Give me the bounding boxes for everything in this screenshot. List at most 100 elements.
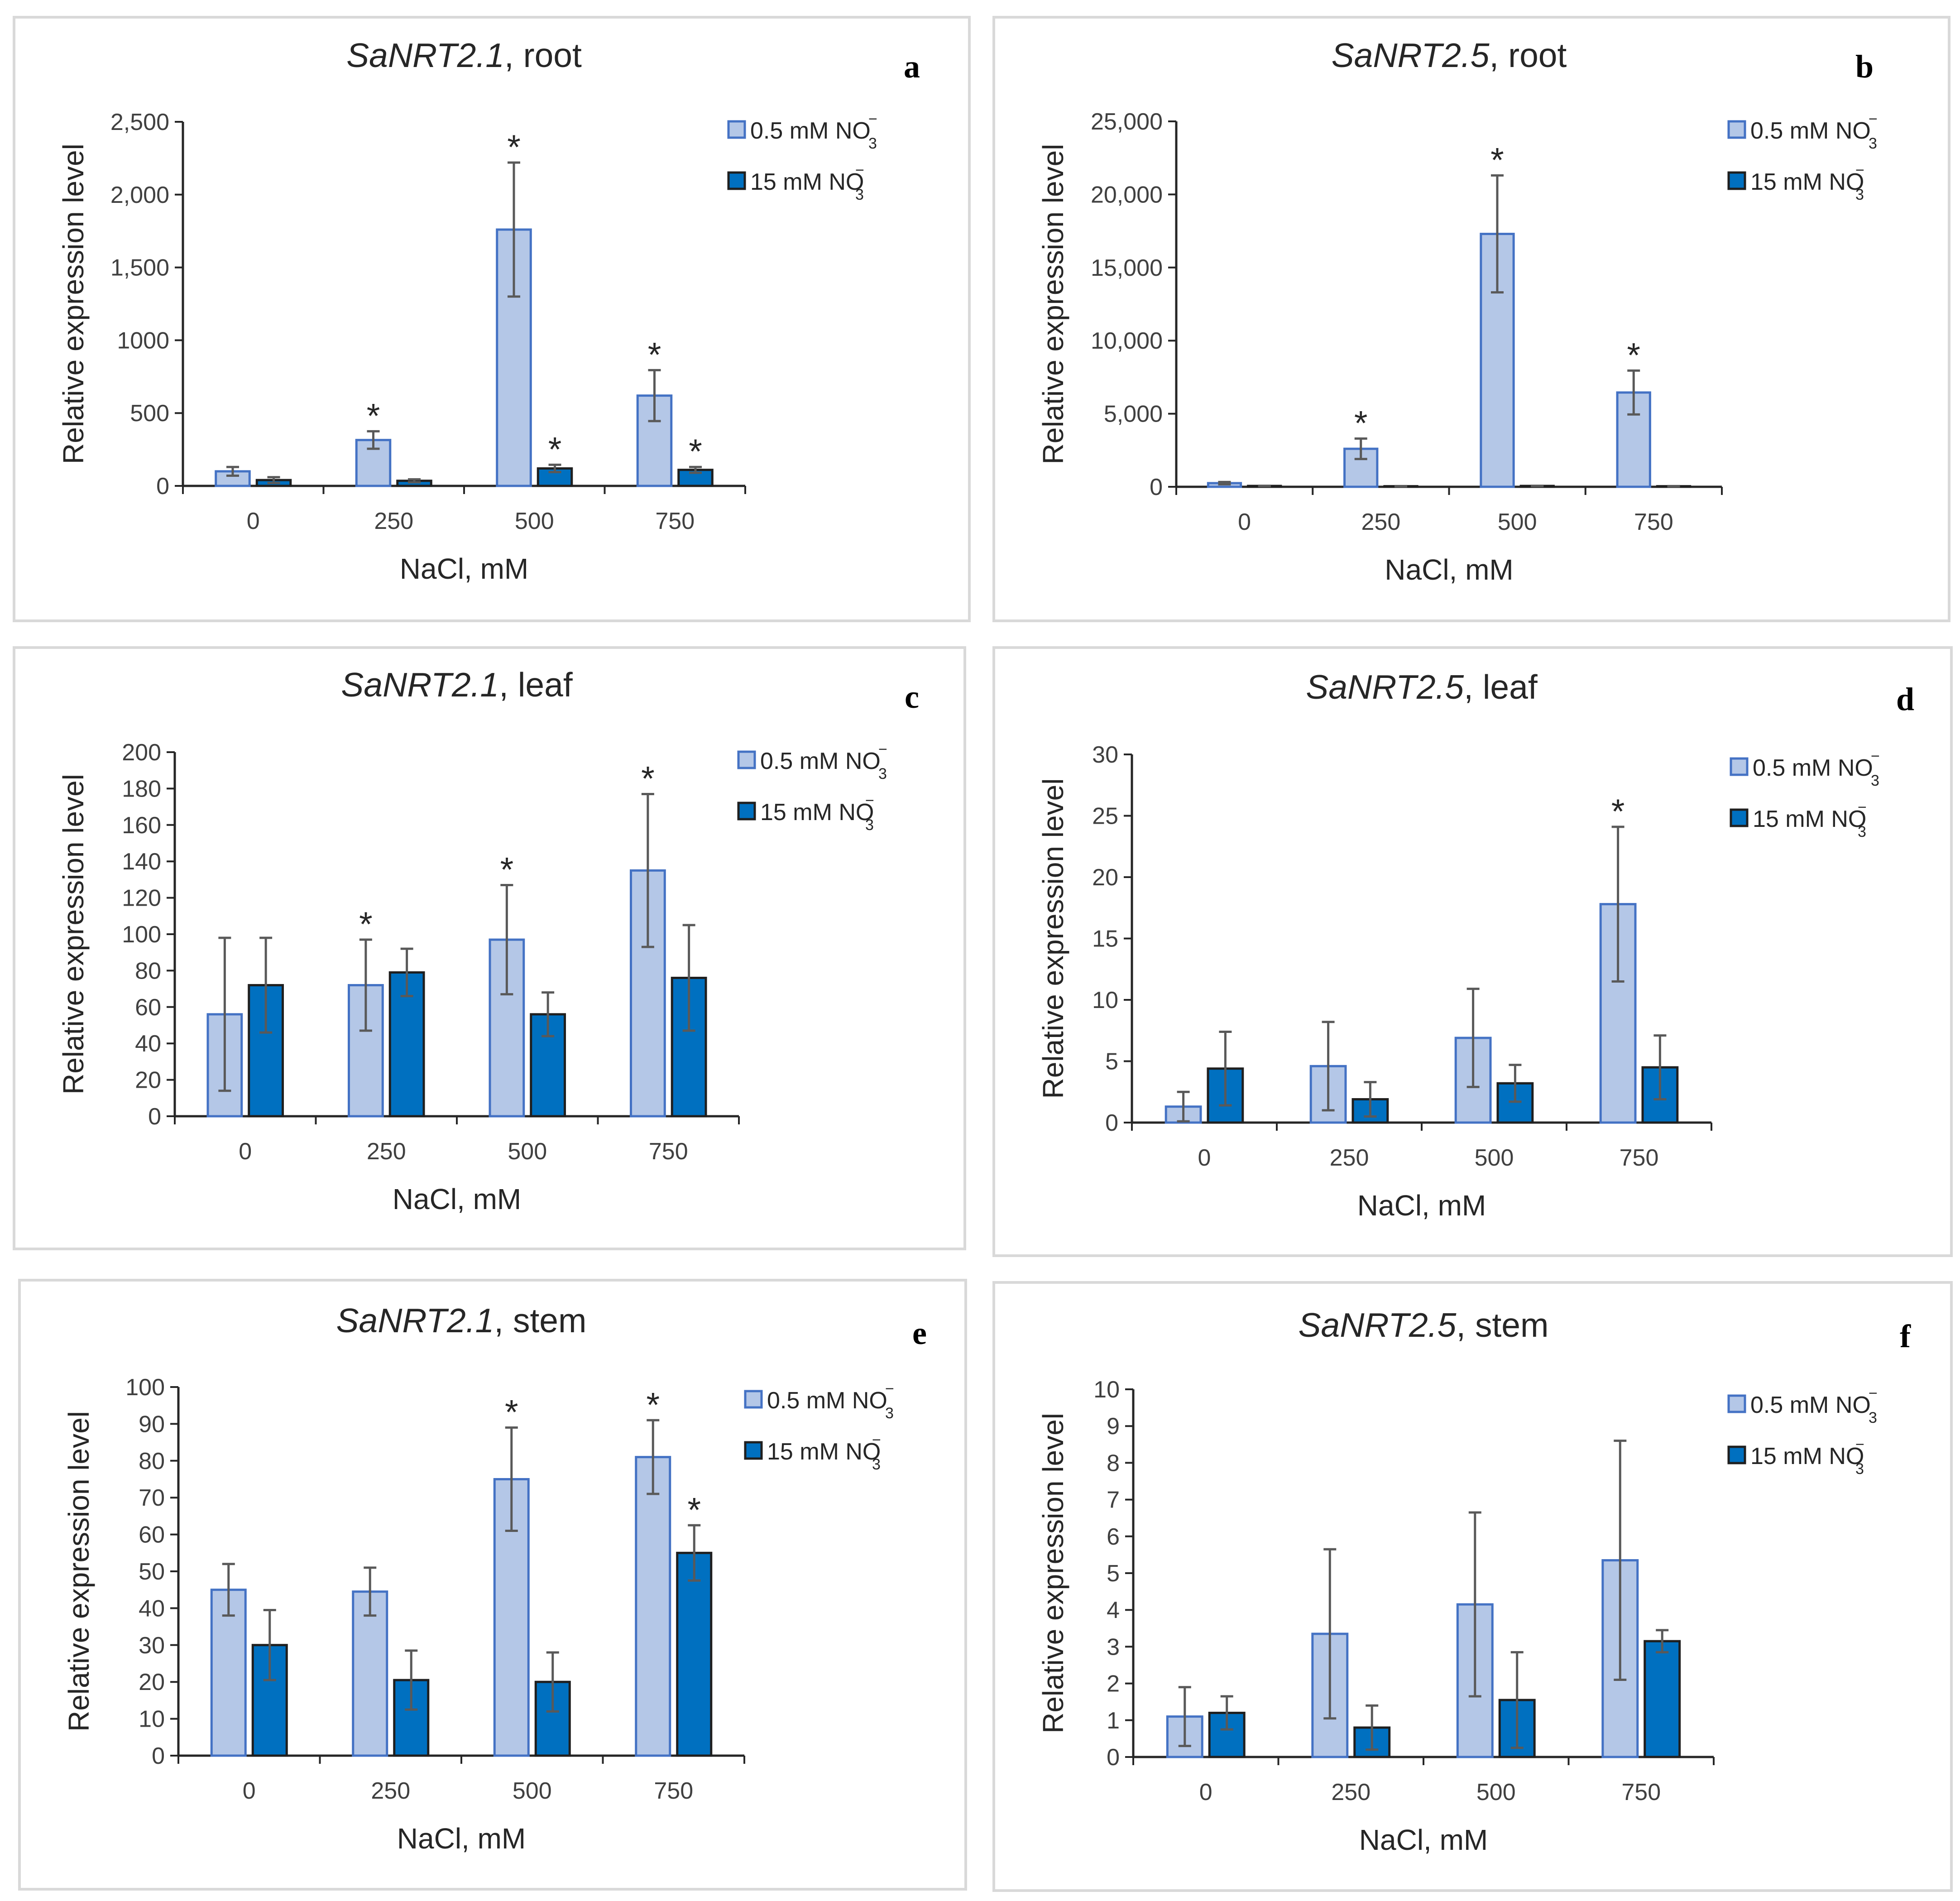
legend-swatch-high-nitrate (744, 1441, 763, 1460)
legend-swatch-low-nitrate (744, 1390, 763, 1409)
legend-label-superscript: − (885, 1380, 894, 1397)
legend-label-superscript: − (872, 1431, 881, 1449)
y-tick-label: 20 (135, 1067, 161, 1094)
legend-label-superscript: − (1871, 748, 1880, 765)
chart-b-svg: SaNRT2.5, root b 0 5,000 10,000 15,000 20,000 2… (1037, 36, 1878, 586)
significance-star: * (359, 905, 373, 944)
legend-label-subscript: 3 (1855, 186, 1864, 203)
legend-label-superscript: − (1858, 799, 1867, 816)
y-tick-label: 0 (1150, 474, 1163, 500)
y-tick-label: 4 (1107, 1597, 1120, 1623)
legend-swatch-low-nitrate (1727, 1394, 1746, 1413)
x-axis-label: NaCl, mM (400, 552, 528, 585)
legend-swatch-high-nitrate (737, 802, 756, 821)
legend-label: 0.5 mM NO (1750, 1392, 1871, 1418)
significance-star: * (1627, 336, 1640, 374)
significance-star: * (1354, 404, 1368, 442)
chart-panel-e: SaNRT2.1, stem e 0 10 20 30 40 50 60 70 80 90 100 Rel… (18, 1279, 967, 1891)
chart-title-gene: SaNRT2.1 (346, 36, 504, 74)
legend-label-subscript: 3 (885, 1405, 894, 1422)
legend-label-superscript: − (1855, 162, 1864, 179)
chart-title-tissue: , leaf (499, 666, 573, 704)
x-axis-label: NaCl, mM (1357, 1189, 1486, 1222)
legend-label-main: 15 mM NO (760, 799, 874, 826)
legend-label-superscript: − (1869, 110, 1878, 128)
y-tick-label: 140 (122, 849, 161, 875)
y-tick-label: 40 (139, 1595, 165, 1622)
legend-label-subscript: 3 (1869, 1409, 1877, 1426)
legend-swatch-low-nitrate (727, 120, 746, 139)
legend-label-superscript: − (1855, 1436, 1864, 1453)
legend-label-superscript: − (865, 792, 874, 809)
chart-title-tissue: , stem (1456, 1306, 1548, 1344)
chart-title-tissue: , root (504, 36, 582, 74)
legend-label-main: 15 mM NO (1750, 1443, 1864, 1469)
legend-label: 15 mM NO (760, 799, 874, 826)
significance-star: * (1611, 792, 1625, 831)
x-tick-label: 0 (247, 508, 260, 534)
x-tick-label: 750 (1634, 509, 1673, 535)
legend-label-main: 0.5 mM NO (1750, 118, 1871, 144)
chart-title-gene: SaNRT2.1 (336, 1301, 494, 1339)
y-tick-label: 60 (135, 994, 161, 1021)
legend-label-subscript: 3 (872, 1456, 881, 1473)
chart-panel-f: SaNRT2.5, stem f 0 1 2 3 4 5 6 7 8 9 10 Relative expr… (992, 1281, 1953, 1892)
x-tick-label: 250 (1331, 1779, 1371, 1805)
chart-title-tissue: , leaf (1464, 668, 1538, 706)
panel-label: a (904, 48, 920, 85)
legend-label-superscript: − (855, 162, 864, 179)
y-tick-label: 8 (1107, 1450, 1120, 1476)
legend-label: 0.5 mM NO (750, 118, 871, 144)
y-axis-label: Relative expression level (1037, 778, 1069, 1099)
x-tick-label: 750 (655, 508, 695, 534)
x-axis-label: NaCl, mM (1359, 1824, 1488, 1856)
panel-label: e (912, 1315, 927, 1351)
y-tick-label: 15 (1092, 926, 1118, 952)
significance-star: * (548, 430, 562, 469)
y-axis-label: Relative expression level (57, 774, 90, 1095)
y-tick-label: 100 (122, 922, 161, 948)
chart-title: SaNRT2.5, root (1332, 36, 1567, 74)
chart-title: SaNRT2.5, leaf (1306, 668, 1538, 706)
y-tick-label: 180 (122, 776, 161, 802)
x-tick-label: 250 (1361, 509, 1400, 535)
y-tick-label: 2,000 (110, 182, 169, 208)
legend-label-subscript: 3 (1855, 1460, 1864, 1478)
legend-swatch-high-nitrate (1727, 1445, 1746, 1464)
legend-label: 15 mM NO (750, 169, 864, 195)
x-axis-label: NaCl, mM (393, 1183, 521, 1215)
y-tick-label: 80 (135, 958, 161, 984)
y-tick-label: 10 (1093, 1377, 1120, 1403)
panel-label: c (905, 679, 919, 715)
chart-title-tissue: , root (1489, 36, 1567, 74)
legend-label-subscript: 3 (1869, 135, 1877, 152)
chart-panel-d: SaNRT2.5, leaf d 0 5 10 15 20 25 30 Relative expr… (992, 646, 1953, 1257)
y-tick-label: 120 (122, 885, 161, 912)
significance-star: * (505, 1393, 518, 1432)
chart-title-tissue: , stem (494, 1301, 586, 1339)
y-tick-label: 2,500 (110, 109, 169, 135)
y-tick-label: 100 (125, 1374, 165, 1401)
legend-swatch-low-nitrate (737, 750, 756, 769)
bar-low-nitrate (635, 1456, 671, 1757)
y-axis-label: Relative expression level (1037, 1413, 1069, 1733)
y-tick-label: 25 (1092, 803, 1118, 830)
x-axis-label: NaCl, mM (1385, 553, 1513, 586)
bar-high-nitrate (676, 1551, 713, 1757)
significance-star: * (500, 850, 514, 889)
legend-label: 15 mM NO (1753, 806, 1866, 832)
legend-label-main: 15 mM NO (1753, 806, 1866, 832)
legend-label: 0.5 mM NO (1753, 755, 1873, 781)
chart-a-svg: SaNRT2.1, root a 0 500 1000 1,500 2,000 2,500 Re… (57, 36, 920, 585)
legend-label: 15 mM NO (1750, 169, 1864, 195)
legend-label-subscript: 3 (878, 765, 887, 782)
y-tick-label: 20 (1092, 864, 1118, 891)
y-tick-label: 80 (139, 1448, 165, 1474)
bar-low-nitrate (215, 470, 251, 487)
y-tick-label: 10,000 (1091, 328, 1163, 354)
legend-label-main: 0.5 mM NO (767, 1387, 887, 1414)
legend-label: 15 mM NO (1750, 1443, 1864, 1469)
legend-swatch-high-nitrate (1727, 171, 1746, 190)
legend-label: 15 mM NO (767, 1439, 881, 1465)
chart-title: SaNRT2.1, stem (336, 1301, 587, 1339)
